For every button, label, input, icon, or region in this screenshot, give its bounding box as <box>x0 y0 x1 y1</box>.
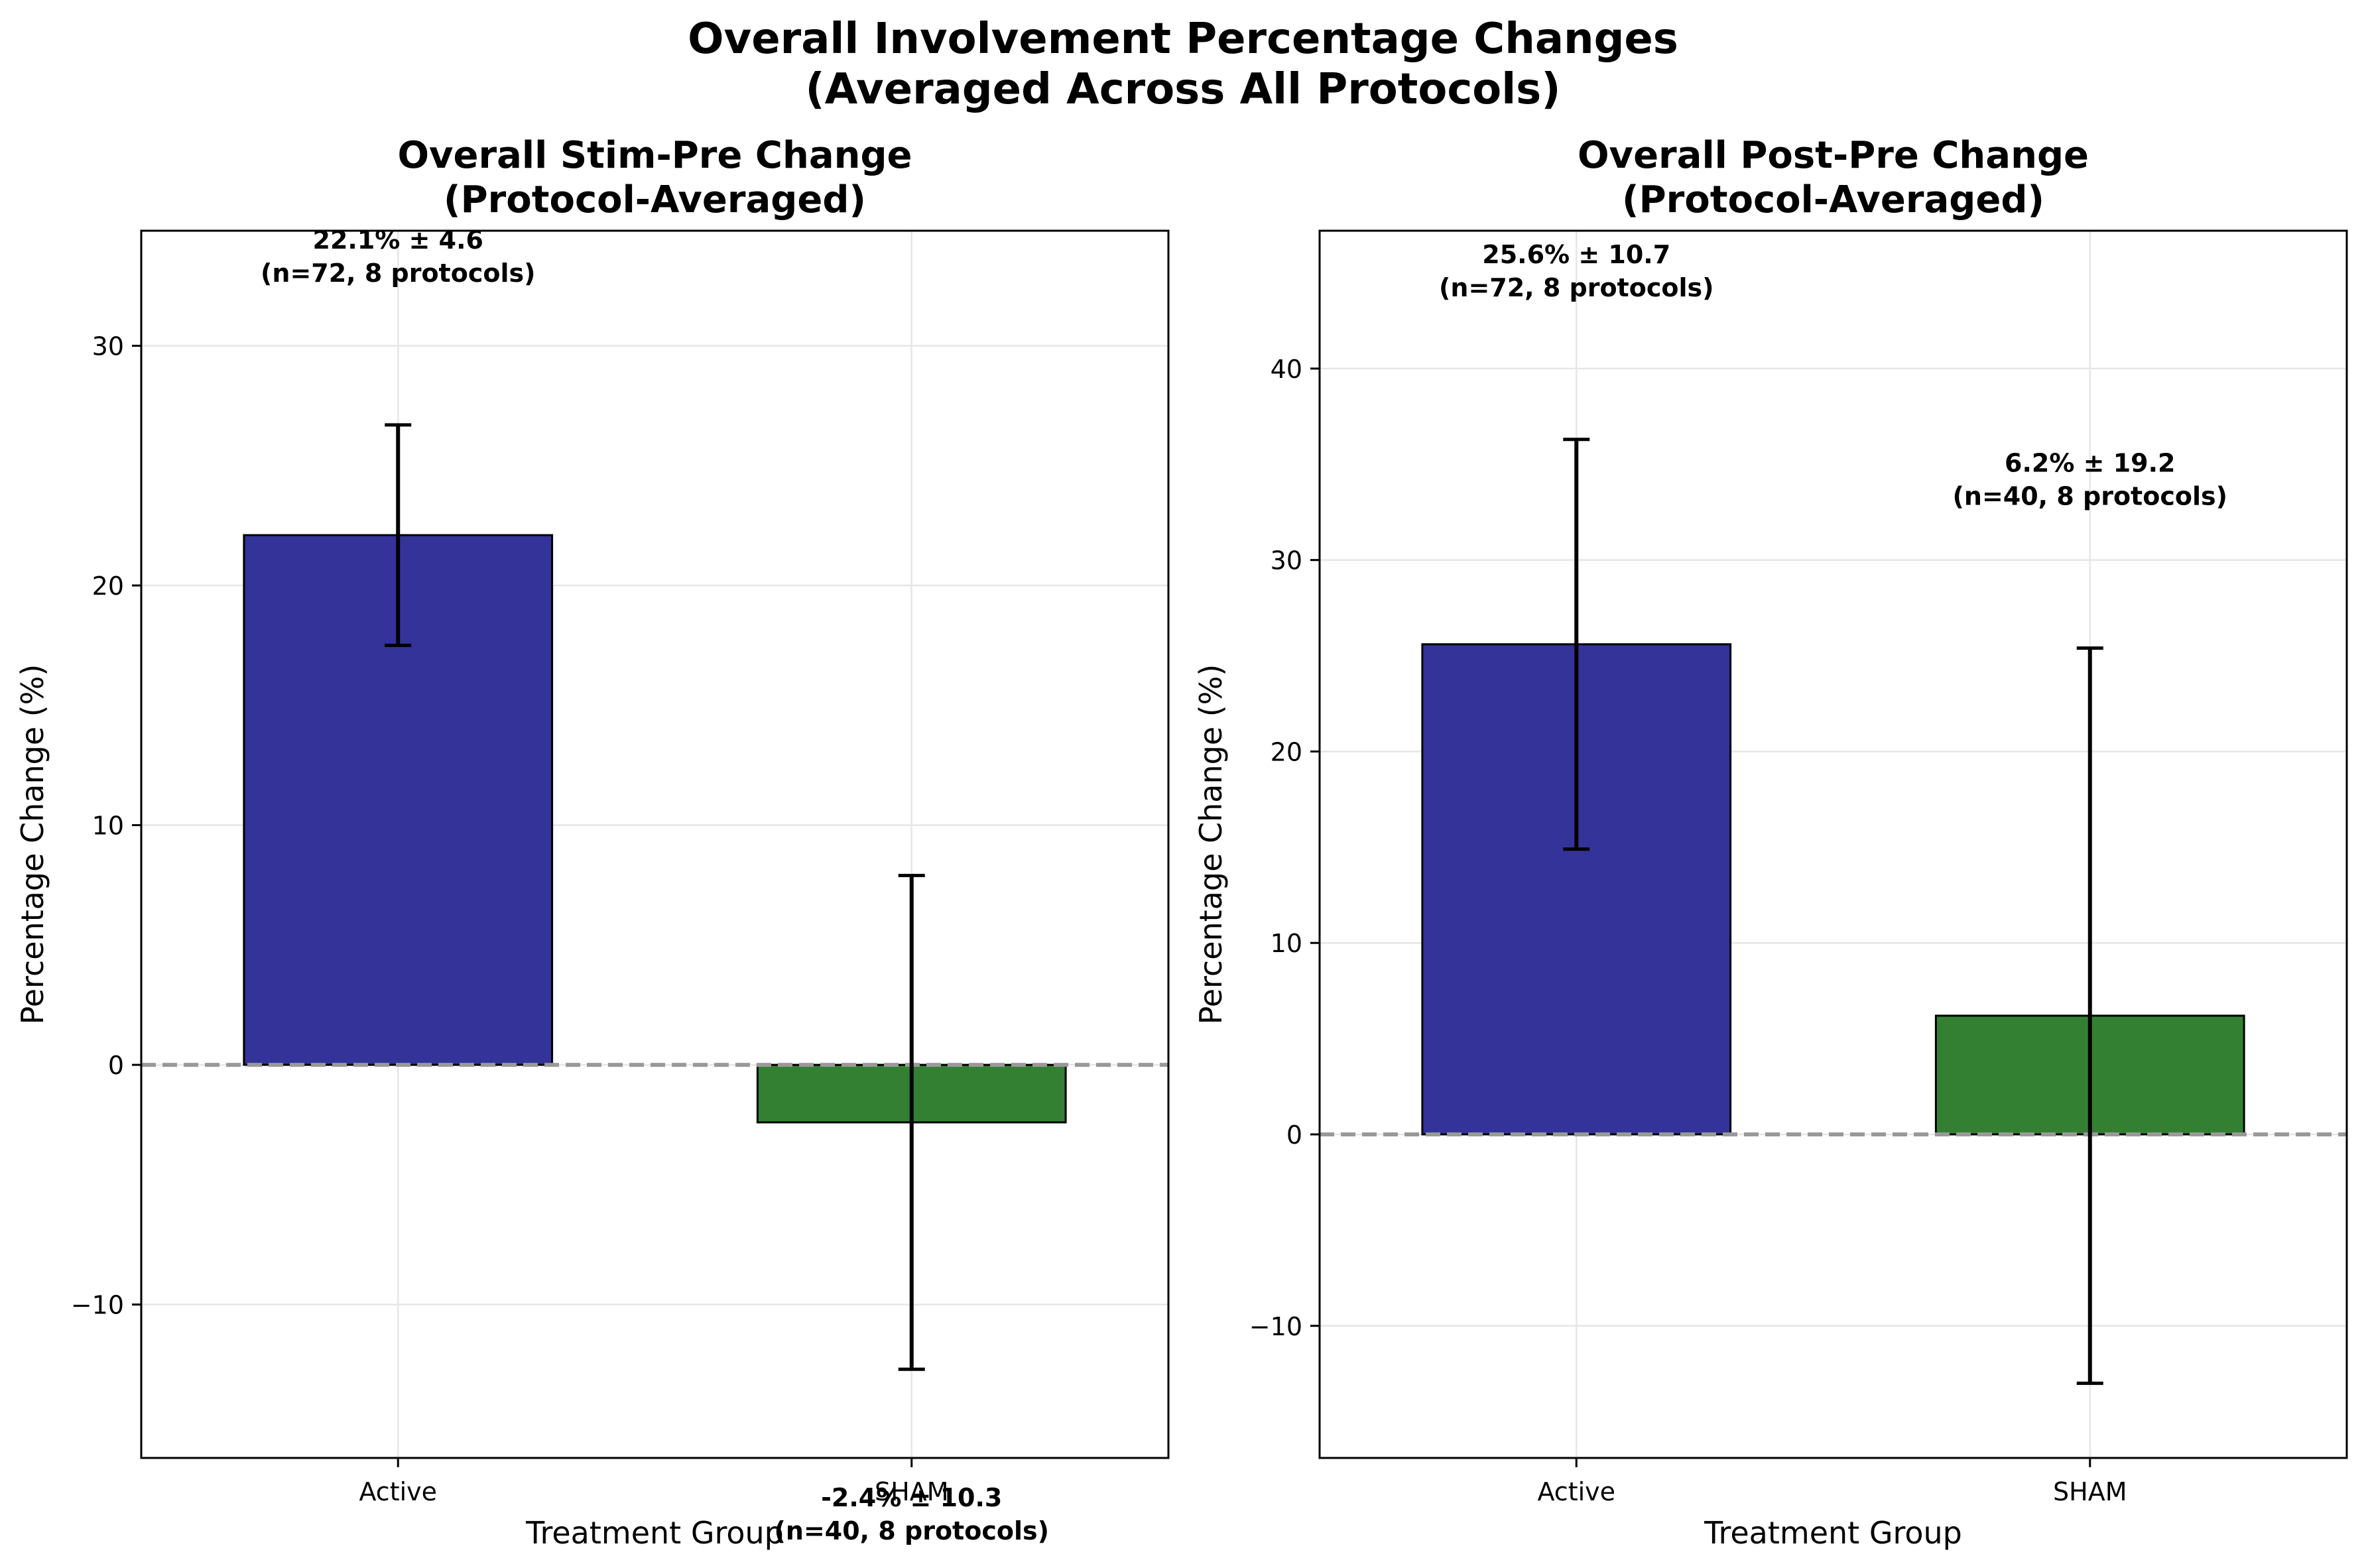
y-tick-label: 10 <box>92 812 124 841</box>
data-annotation-count: (n=40, 8 protocols) <box>1953 482 2227 511</box>
plot-frame <box>1318 229 2348 1459</box>
plot-frame <box>140 229 1170 1459</box>
panel-title-line2: (Protocol-Averaged) <box>444 178 866 221</box>
x-axis-label: Treatment Group <box>525 1515 784 1551</box>
x-tick-label: SHAM <box>2053 1477 2127 1506</box>
data-annotation-value: 25.6% ± 10.7 <box>1482 240 1670 269</box>
figure-title-line2: (Averaged Across All Protocols) <box>805 65 1560 114</box>
y-tick-label: −10 <box>71 1291 124 1320</box>
y-tick-label: −10 <box>1249 1312 1302 1341</box>
x-tick-label: SHAM <box>875 1477 948 1506</box>
y-tick-label: 40 <box>1271 355 1302 384</box>
panel-title-line1: Overall Stim-Pre Change <box>397 134 912 177</box>
y-tick-label: 20 <box>92 572 124 601</box>
y-tick-label: 10 <box>1271 929 1302 958</box>
figure-title-line1: Overall Involvement Percentage Changes <box>688 15 1678 64</box>
data-annotation-value: -2.4% ± 10.3 <box>821 1483 1002 1512</box>
y-tick-label: 30 <box>1271 546 1302 575</box>
panel-title-line2: (Protocol-Averaged) <box>1622 178 2044 221</box>
x-axis-label: Treatment Group <box>1704 1515 1962 1551</box>
data-annotation-value: 22.1% ± 4.6 <box>313 225 483 255</box>
data-annotation-count: (n=72, 8 protocols) <box>1439 273 1713 302</box>
data-annotation-value: 6.2% ± 19.2 <box>2005 449 2175 478</box>
y-tick-label: 30 <box>92 332 124 361</box>
data-annotation-count: (n=72, 8 protocols) <box>261 259 535 288</box>
x-tick-label: Active <box>359 1477 437 1506</box>
data-annotation-count: (n=40, 8 protocols) <box>775 1516 1049 1545</box>
post-pre-panel: −10 0 10 20 30 40 Active SHAM Treatment Group Per… <box>1193 134 2348 1551</box>
y-tick-label: 20 <box>1271 737 1302 766</box>
stim-pre-panel: −10 0 10 20 30 Active SHAM Treatment Group Perce… <box>15 134 1170 1551</box>
y-axis-label: Percentage Change (%) <box>1193 664 1229 1025</box>
x-tick-label: Active <box>1537 1477 1615 1506</box>
y-axis-label: Percentage Change (%) <box>15 664 50 1025</box>
y-tick-label: 0 <box>1286 1120 1302 1150</box>
y-tick-label: 0 <box>108 1051 124 1080</box>
panel-title-line1: Overall Post-Pre Change <box>1578 134 2089 177</box>
